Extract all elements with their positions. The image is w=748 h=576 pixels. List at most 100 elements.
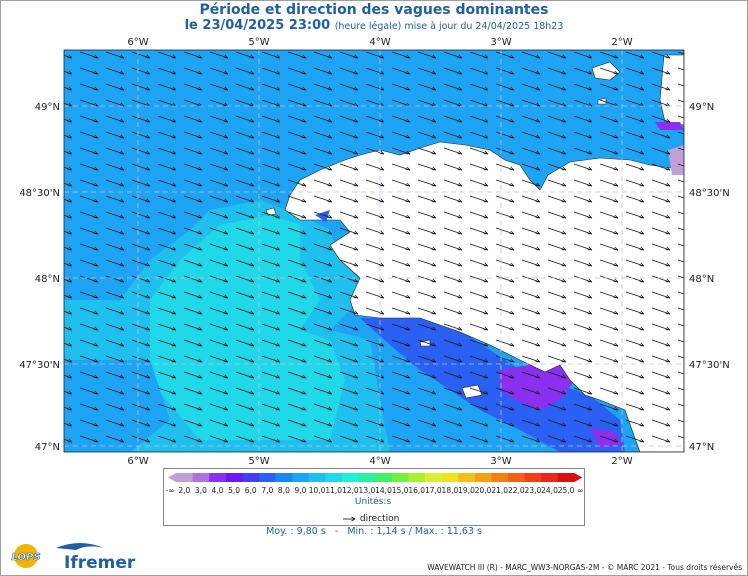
legend-min-tip xyxy=(168,473,176,482)
lat-label: 47°N xyxy=(689,442,714,453)
lon-label: 5°W xyxy=(248,456,269,467)
legend-swatch xyxy=(176,473,193,482)
legend-min-label: -∞ xyxy=(166,486,175,495)
lon-label: 3°W xyxy=(490,37,511,48)
legend-tick-label: 19,0 xyxy=(458,486,475,495)
legend-swatch xyxy=(209,473,227,482)
units-label: Unités:s xyxy=(354,497,392,507)
direction-legend: direction xyxy=(343,514,399,524)
lat-label: 48°N xyxy=(35,274,60,285)
update-note: (heure légale) mise à jour du 24/04/2025… xyxy=(334,21,564,32)
lon-label: 4°W xyxy=(369,456,390,467)
legend-swatch xyxy=(458,473,476,482)
lon-label: 2°W xyxy=(611,37,632,48)
lon-label: 4°W xyxy=(369,37,390,48)
arrow-icon xyxy=(343,516,356,521)
legend-swatches xyxy=(168,473,583,482)
legend-swatch xyxy=(508,473,525,482)
lon-labels-bottom: 6°W 5°W 4°W 3°W 2°W xyxy=(127,456,632,467)
lat-label: 48°30'N xyxy=(19,188,60,199)
legend-tick-label: 21,0 xyxy=(491,486,508,495)
legend-swatch xyxy=(292,473,310,482)
legend-swatch xyxy=(225,473,243,482)
legend-max-label: ∞ xyxy=(577,486,583,495)
legend-swatch xyxy=(308,473,326,482)
legend-tick-label: 16,0 xyxy=(408,486,425,495)
legend-tick-label: 11,0 xyxy=(325,486,342,495)
lat-label: 48°30'N xyxy=(689,188,730,199)
lon-label: 5°W xyxy=(248,37,269,48)
legend-swatch xyxy=(425,473,442,482)
lat-label: 47°30'N xyxy=(689,360,730,371)
legend-swatch xyxy=(474,473,492,482)
ifremer-text: Ifremer xyxy=(64,553,136,572)
legend-swatch xyxy=(192,473,210,482)
legend-swatch xyxy=(491,473,509,482)
legend-tick-label: 25,0 xyxy=(558,486,575,495)
model-credit: WAVEWATCH III (R) - MARC_WW3-NORGAS-2M -… xyxy=(427,563,742,572)
direction-label: direction xyxy=(359,514,400,524)
legend-labels: -∞ 2,0 3,0 4,0 5,0 6,0 7,0 8,0 9,0 10,0 11,0 12,0 13… xyxy=(166,486,584,495)
legend-swatch xyxy=(342,473,359,482)
lon-labels-top: 6°W 5°W 4°W 3°W 2°W xyxy=(127,37,632,48)
legend-swatch xyxy=(275,473,293,482)
graticule xyxy=(64,50,684,452)
map-title: Période et direction des vagues dominant… xyxy=(199,2,549,18)
lat-label: 47°N xyxy=(35,442,60,453)
legend-tick-label: 6,0 xyxy=(245,486,257,495)
lon-label: 2°W xyxy=(611,456,632,467)
legend-swatch xyxy=(557,473,575,482)
stats-separator: - xyxy=(334,526,339,537)
legend-swatch xyxy=(242,473,260,482)
lat-label: 49°N xyxy=(689,102,714,113)
legend-tick-label: 23,0 xyxy=(525,486,542,495)
legend-swatch xyxy=(524,473,542,482)
lops-text: LOPS xyxy=(11,552,40,563)
wave-period-map: 6°W 5°W 4°W 3°W 2°W 6°W 5°W 4°W 3°W 2°W … xyxy=(19,37,730,467)
legend-tick-label: 7,0 xyxy=(261,486,273,495)
legend-tick-label: 24,0 xyxy=(541,486,558,495)
statistics: Moy. : 9,80 s - Min. : 1,14 s / Max. : 1… xyxy=(0,526,748,537)
min-max-value: Min. : 1,14 s / Max. : 11,63 s xyxy=(347,526,482,537)
lon-label: 6°W xyxy=(127,456,148,467)
legend-swatch xyxy=(391,473,409,482)
direction-arrows xyxy=(64,50,684,452)
lon-label: 6°W xyxy=(127,37,148,48)
lat-labels-left: 49°N 48°30'N 48°N 47°30'N 47°N xyxy=(19,102,60,453)
legend-tick-label: 4,0 xyxy=(212,486,224,495)
legend-tick-label: 17,0 xyxy=(425,486,442,495)
forecast-date: le 23/04/2025 23:00 xyxy=(184,18,331,33)
legend-tick-label: 5,0 xyxy=(228,486,240,495)
legend-swatch xyxy=(541,473,559,482)
color-legend: -∞ 2,0 3,0 4,0 5,0 6,0 7,0 8,0 9,0 10,0 11,0 12,0 13… xyxy=(163,468,585,526)
map-subtitle: le 23/04/2025 23:00 (heure légale) mise … xyxy=(0,18,748,33)
legend-tick-label: 15,0 xyxy=(392,486,409,495)
legend-swatch xyxy=(408,473,426,482)
legend-swatch xyxy=(375,473,393,482)
legend-tick-label: 22,0 xyxy=(508,486,525,495)
lat-label: 48°N xyxy=(689,274,714,285)
lat-label: 47°30'N xyxy=(19,360,60,371)
lon-label: 3°W xyxy=(490,456,511,467)
legend-swatch xyxy=(358,473,376,482)
legend-tick-label: 18,0 xyxy=(442,486,459,495)
legend-tick-label: 10,0 xyxy=(309,486,326,495)
legend-tick-label: 20,0 xyxy=(475,486,492,495)
legend-tick-label: 14,0 xyxy=(375,486,392,495)
ifremer-logo: Ifremer xyxy=(50,540,140,576)
legend-tick-label: 8,0 xyxy=(278,486,290,495)
legend-swatch xyxy=(325,473,343,482)
legend-swatch xyxy=(441,473,459,482)
map-border xyxy=(63,49,685,453)
lat-label: 49°N xyxy=(35,102,60,113)
legend-tick-label: 3,0 xyxy=(195,486,207,495)
legend-tick-label: 2,0 xyxy=(178,486,190,495)
color-scale: -∞ 2,0 3,0 4,0 5,0 6,0 7,0 8,0 9,0 10,0 11,0 12,0 13… xyxy=(166,473,584,495)
legend-tick-label: 9,0 xyxy=(295,486,307,495)
lat-labels-right: 49°N 48°30'N 48°N 47°30'N 47°N xyxy=(689,102,730,453)
legend-swatch xyxy=(259,473,276,482)
mean-value: Moy. : 9,80 s xyxy=(266,526,326,537)
legend-max-tip xyxy=(574,473,583,482)
lops-logo: LOPS xyxy=(6,542,46,574)
legend-tick-label: 12,0 xyxy=(342,486,359,495)
